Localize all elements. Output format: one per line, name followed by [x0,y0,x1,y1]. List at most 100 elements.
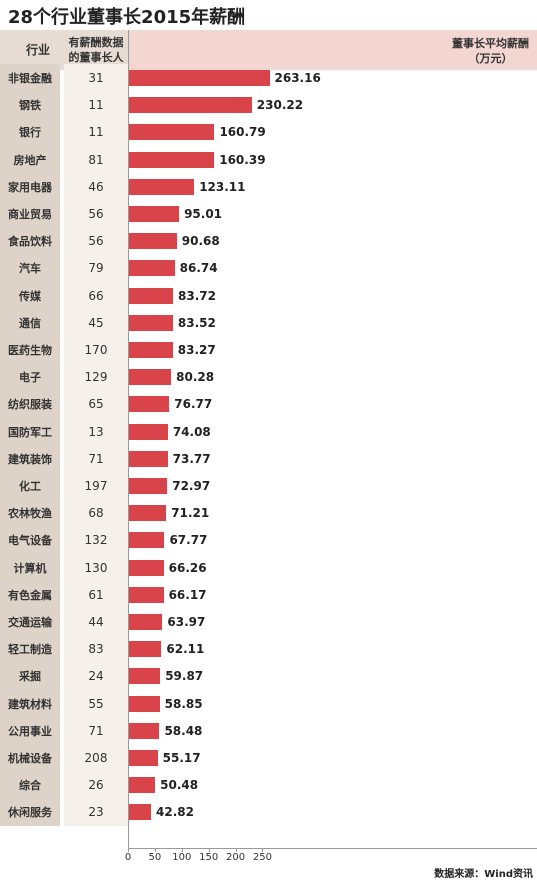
bar-row: 公用事业 71 58.48 [0,716,537,745]
bar-row: 建筑材料 55 58.85 [0,689,537,718]
x-tick-label: 0 [124,852,132,863]
bar [128,233,177,250]
bar [128,722,160,739]
value-label: 58.48 [164,723,203,738]
bar-row: 采掘 24 59.87 [0,662,537,691]
value-label: 66.26 [168,560,207,575]
count-label: 24 [64,662,128,691]
category-label: 交通运输 [0,608,60,636]
salary-header-line1: 董事长平均薪酬 [452,37,529,50]
value-label: 71.21 [171,506,210,521]
x-tick-label: 200 [225,852,246,863]
category-label: 电子 [0,363,60,392]
value-label: 263.16 [274,71,321,85]
value-label: 58.85 [164,696,203,711]
x-tick [235,848,237,852]
value-label: 95.01 [184,207,223,221]
category-label: 计算机 [0,553,60,582]
count-header-line1: 有薪酬数据 [68,36,124,49]
x-axis-line [128,848,537,849]
value-label: 83.72 [178,288,216,303]
category-label: 农林牧渔 [0,499,60,528]
x-tick [181,848,183,852]
bar [128,287,174,304]
value-label: 123.11 [199,179,246,194]
count-label: 55 [64,689,128,718]
category-label: 非银金融 [0,64,60,92]
category-label: 家用电器 [0,172,60,201]
value-label: 86.74 [179,261,218,276]
bar-row: 商业贸易 56 95.01 [0,200,537,228]
bar [128,614,163,630]
bar-row: 电子 129 80.28 [0,363,537,392]
count-label: 68 [64,499,128,528]
category-label: 纺织服装 [0,390,60,419]
category-label: 公用事业 [0,716,60,745]
count-label: 79 [64,254,128,283]
x-tick-label: 100 [172,852,192,863]
x-tick-label: 150 [199,852,219,863]
count-label: 61 [64,580,128,609]
bar [128,423,168,440]
value-label: 42.82 [156,805,194,820]
bar [128,314,173,331]
bar-row: 传媒 66 83.72 [0,281,537,310]
bar [128,342,173,358]
value-label: 62.11 [166,642,205,657]
axis-divider [128,30,129,848]
salary-header-line2: （万元） [468,52,513,65]
count-label: 31 [64,64,128,92]
category-label: 通信 [0,308,60,337]
bar-row: 国防军工 13 74.08 [0,417,537,446]
count-label: 45 [64,308,128,337]
category-label: 食品饮料 [0,227,60,256]
bar-row: 建筑装饰 71 73.77 [0,444,537,473]
bar-row: 钢铁 11 230.22 [0,91,537,120]
bar [128,532,165,549]
value-label: 80.28 [176,370,215,385]
count-label: 46 [64,172,128,201]
industry-column-header: 行业 [26,43,51,57]
count-label: 83 [64,635,128,664]
bar [128,124,215,141]
x-tick [154,848,156,852]
count-label: 81 [64,145,128,174]
bar [128,505,167,522]
bar [128,750,158,766]
x-tick [208,848,210,852]
category-label: 有色金属 [0,580,60,609]
bar-row: 机械设备 208 55.17 [0,744,537,772]
bar [128,586,164,603]
value-label: 63.97 [167,615,206,629]
count-label: 129 [64,363,128,392]
x-tick [262,848,264,852]
bar-row: 医药生物 170 83.27 [0,336,537,364]
header-left-band [0,30,128,70]
bar-row: 银行 11 160.79 [0,118,537,147]
category-label: 钢铁 [0,91,60,120]
bar-row: 电气设备 132 67.77 [0,526,537,555]
count-label: 71 [64,716,128,745]
value-label: 50.48 [160,778,199,793]
count-label: 208 [64,744,128,772]
bar [128,206,180,222]
value-label: 59.87 [165,669,204,684]
value-label: 160.39 [219,152,266,167]
bar-row: 汽车 79 86.74 [0,254,537,283]
count-label: 11 [64,118,128,147]
count-label: 66 [64,281,128,310]
bar-row: 轻工制造 83 62.11 [0,635,537,664]
category-label: 医药生物 [0,336,60,364]
bar [128,369,172,386]
category-label: 休闲服务 [0,798,60,827]
bar [128,396,170,413]
value-label: 90.68 [181,234,220,249]
bar-row: 化工 197 72.97 [0,472,537,500]
bar-row: 有色金属 61 66.17 [0,580,537,609]
bar-row: 综合 26 50.48 [0,771,537,800]
x-tick-label: 50 [148,852,162,863]
category-label: 建筑材料 [0,689,60,718]
count-label: 56 [64,200,128,228]
value-label: 72.97 [172,479,211,493]
bar-row: 休闲服务 23 42.82 [0,798,537,827]
